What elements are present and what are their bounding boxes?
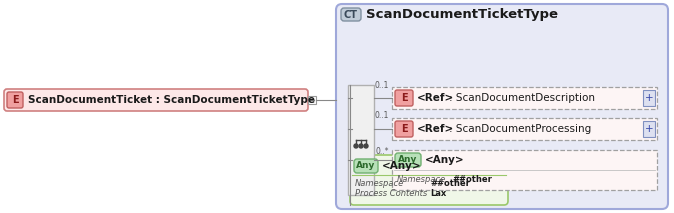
FancyBboxPatch shape <box>350 155 508 205</box>
Circle shape <box>359 144 363 148</box>
Bar <box>392 118 657 140</box>
FancyBboxPatch shape <box>395 153 421 167</box>
Bar <box>348 85 374 195</box>
Text: Namespace: Namespace <box>397 176 446 184</box>
Text: ScanDocumentTicket : ScanDocumentTicketType: ScanDocumentTicket : ScanDocumentTicketT… <box>28 95 315 105</box>
Text: ##other: ##other <box>452 176 492 184</box>
Text: E: E <box>400 93 407 103</box>
Text: Any: Any <box>357 161 375 170</box>
FancyBboxPatch shape <box>341 8 361 21</box>
Text: Lax: Lax <box>430 189 446 197</box>
Text: : ScanDocumentProcessing: : ScanDocumentProcessing <box>449 124 591 134</box>
Text: <Any>: <Any> <box>425 155 464 165</box>
FancyBboxPatch shape <box>336 4 668 209</box>
Text: : ScanDocumentDescription: : ScanDocumentDescription <box>449 93 595 103</box>
Text: 0..1: 0..1 <box>375 111 389 121</box>
Text: ScanDocumentTicketType: ScanDocumentTicketType <box>366 8 558 21</box>
FancyBboxPatch shape <box>4 89 308 111</box>
Circle shape <box>354 144 358 148</box>
Bar <box>392 150 657 190</box>
Text: <Ref>: <Ref> <box>417 93 454 103</box>
Text: E: E <box>11 95 18 105</box>
FancyBboxPatch shape <box>7 92 23 108</box>
Bar <box>392 87 657 109</box>
Text: CT: CT <box>344 10 358 20</box>
Bar <box>643 90 655 106</box>
Text: <Any>: <Any> <box>382 161 422 171</box>
Text: <Ref>: <Ref> <box>417 124 454 134</box>
Text: ##other: ##other <box>430 178 470 187</box>
Text: E: E <box>400 124 407 134</box>
Text: +: + <box>645 93 653 103</box>
FancyBboxPatch shape <box>395 121 413 137</box>
Bar <box>643 121 655 137</box>
Circle shape <box>364 144 368 148</box>
Text: +: + <box>645 124 653 134</box>
Text: Process Contents: Process Contents <box>355 189 427 197</box>
Bar <box>308 96 316 104</box>
Text: Namespace: Namespace <box>355 178 404 187</box>
Text: Any: Any <box>398 155 418 164</box>
Text: 0..*: 0..* <box>375 147 389 157</box>
Text: 0..1: 0..1 <box>375 81 389 89</box>
FancyBboxPatch shape <box>354 159 378 173</box>
FancyBboxPatch shape <box>395 90 413 106</box>
